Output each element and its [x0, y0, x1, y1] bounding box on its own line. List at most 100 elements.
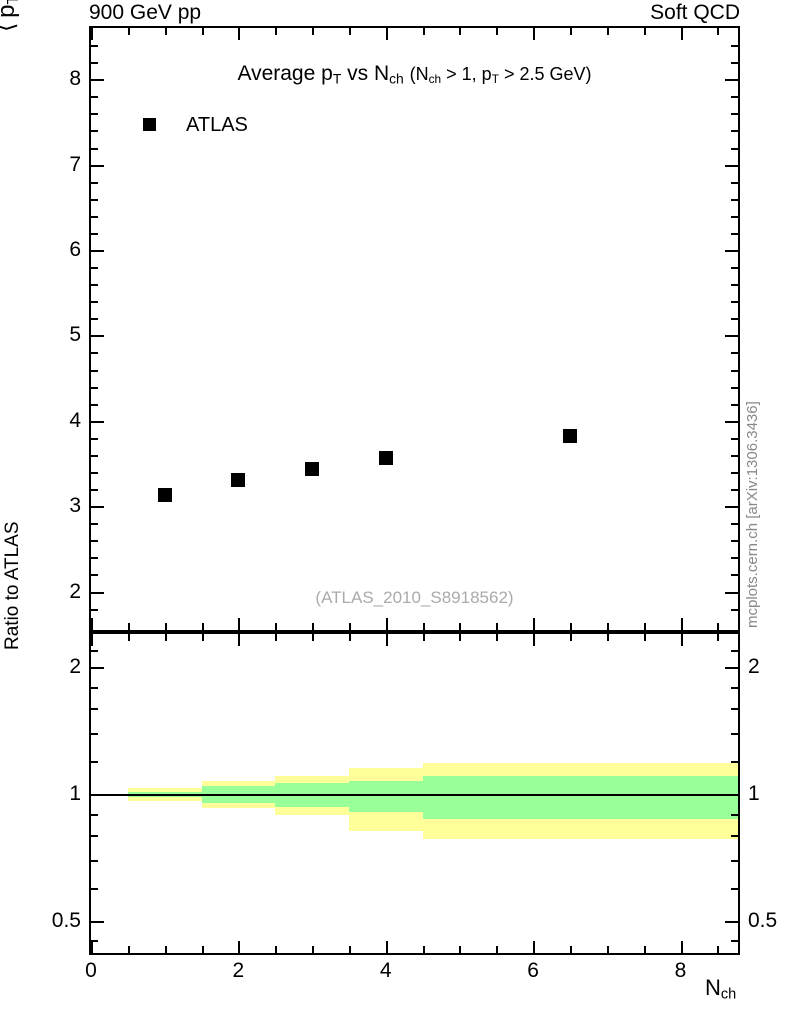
header-right-label: Soft QCD	[650, 1, 740, 24]
axis-tick	[91, 420, 104, 423]
axis-tick	[680, 941, 683, 953]
axis-tick	[422, 946, 425, 953]
axis-tick	[91, 540, 98, 543]
axis-tick	[725, 591, 738, 594]
axis-tick	[422, 28, 425, 35]
axis-tick	[91, 164, 104, 167]
data-point-marker	[231, 472, 246, 487]
axis-tick	[422, 623, 425, 630]
axis-tick	[731, 859, 738, 862]
axis-tick	[643, 946, 646, 953]
axis-tick	[91, 472, 98, 475]
axis-tick	[731, 686, 738, 689]
axis-tick	[731, 198, 738, 201]
legend-label-atlas: ATLAS	[186, 114, 248, 136]
axis-tick	[91, 523, 98, 526]
axis-tick	[91, 45, 98, 48]
axis-tick	[643, 28, 646, 35]
axis-tick	[238, 618, 241, 630]
axis-tick	[533, 634, 536, 646]
axis-tick	[731, 887, 738, 890]
axis-tick	[717, 28, 720, 35]
axis-tick	[348, 28, 351, 35]
axis-tick	[731, 284, 738, 287]
axis-tick	[91, 506, 104, 509]
main-y-tick-label: 6	[69, 238, 81, 261]
axis-tick	[643, 623, 646, 630]
axis-tick	[91, 284, 98, 287]
axis-tick	[238, 941, 241, 953]
axis-tick	[731, 732, 738, 735]
axis-tick	[91, 634, 93, 646]
axis-tick	[312, 634, 315, 641]
axis-tick	[91, 147, 98, 150]
ratio-y-tick-label-right: 1	[748, 782, 760, 806]
main-y-tick-label: 4	[69, 408, 81, 432]
axis-tick	[385, 634, 388, 646]
x-tick-label: 4	[379, 959, 392, 982]
axis-tick	[731, 835, 738, 838]
ratio-y-tick-label: 0.5	[51, 909, 81, 933]
axis-tick	[127, 946, 130, 953]
axis-tick	[91, 557, 98, 560]
axis-tick	[91, 369, 98, 372]
axis-tick	[725, 79, 738, 82]
axis-tick	[731, 403, 738, 406]
data-point-marker	[562, 429, 577, 444]
axis-tick	[731, 215, 738, 218]
axis-tick	[731, 540, 738, 543]
axis-tick	[731, 557, 738, 560]
ratio-band-inner	[348, 780, 423, 813]
axis-tick	[91, 79, 104, 82]
axis-tick	[731, 813, 738, 816]
axis-tick	[91, 574, 98, 577]
main-y-axis-title: ⟨ pT ⟩ [GeV]	[0, 0, 23, 32]
axis-tick	[91, 760, 98, 763]
axis-tick	[731, 113, 738, 116]
axis-tick	[91, 386, 98, 389]
axis-tick	[348, 946, 351, 953]
axis-tick	[127, 634, 130, 641]
axis-tick	[91, 301, 98, 304]
axis-tick	[725, 250, 738, 252]
axis-tick	[731, 649, 738, 652]
axis-tick	[731, 523, 738, 526]
axis-tick	[91, 352, 98, 355]
axis-tick	[459, 634, 462, 641]
data-point-marker	[378, 451, 393, 466]
legend: ATLAS	[143, 114, 248, 137]
axis-tick	[91, 489, 98, 492]
axis-tick	[731, 574, 738, 577]
axis-tick	[91, 813, 98, 816]
axis-tick	[238, 28, 241, 40]
axis-tick	[275, 28, 278, 35]
axis-tick	[91, 181, 98, 184]
axis-tick	[91, 198, 98, 201]
axis-tick	[569, 28, 572, 35]
axis-tick	[385, 618, 388, 630]
ratio-plot-panel	[89, 632, 740, 955]
axis-tick	[731, 489, 738, 492]
axis-tick	[91, 887, 98, 890]
axis-tick	[91, 215, 98, 218]
main-y-tick-label: 7	[69, 152, 81, 176]
axis-tick	[725, 794, 738, 797]
credit-label: mcplots.cern.ch [arXiv:1306.3436]	[744, 401, 761, 628]
x-tick-label: 6	[527, 959, 539, 982]
axis-tick	[91, 608, 98, 611]
axis-tick	[731, 181, 738, 184]
axis-tick	[496, 634, 499, 641]
axis-tick	[569, 634, 572, 641]
x-axis-title: Nch	[705, 975, 737, 1003]
x-tick-label: 8	[674, 959, 687, 982]
axis-tick	[680, 28, 683, 40]
axis-tick	[731, 45, 738, 48]
axis-tick	[731, 301, 738, 304]
axis-tick	[731, 437, 738, 440]
axis-tick	[201, 623, 204, 630]
main-y-tick-label: 5	[69, 323, 81, 347]
axis-tick	[91, 96, 98, 99]
ratio-reference-line	[91, 794, 738, 797]
axis-tick	[91, 318, 98, 321]
axis-tick	[731, 386, 738, 389]
